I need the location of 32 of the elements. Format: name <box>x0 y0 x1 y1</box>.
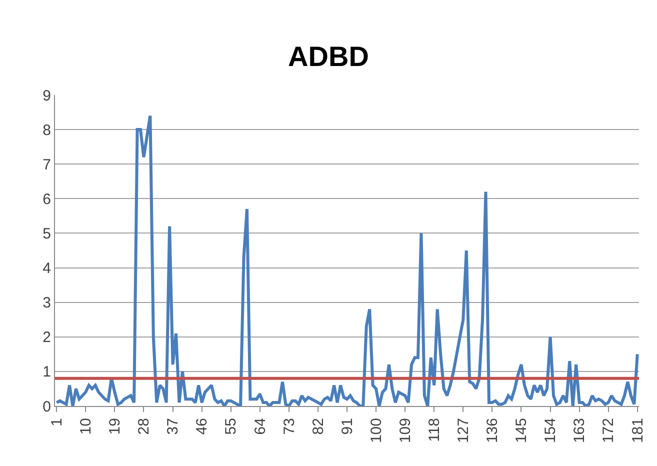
y-tick-label: 3 <box>42 294 51 312</box>
x-tick-label: 172 <box>600 418 618 444</box>
chart-title: ADBD <box>288 41 369 72</box>
y-tick-label: 6 <box>42 190 51 208</box>
x-tick-label: 64 <box>252 418 269 435</box>
x-tick-label: 181 <box>629 418 646 444</box>
y-tick-label: 1 <box>42 364 51 381</box>
x-tick-label: 136 <box>484 418 502 444</box>
y-tick-label: 4 <box>42 260 51 278</box>
x-tick-label: 73 <box>280 418 298 435</box>
y-tick-label: 5 <box>42 225 51 242</box>
x-tick-label: 28 <box>136 418 153 435</box>
x-tick-label: 82 <box>310 418 327 435</box>
x-tick-label: 10 <box>78 418 95 435</box>
y-tick-label: 7 <box>42 156 51 174</box>
x-tick-label: 19 <box>106 418 124 435</box>
x-tick-label: 163 <box>571 418 588 444</box>
x-tick-label: 118 <box>426 418 443 442</box>
x-tick-label: 1 <box>48 418 66 426</box>
x-tick-label: 100 <box>368 418 385 444</box>
y-tick-label: 9 <box>42 87 51 104</box>
x-tick-label: 154 <box>542 418 560 444</box>
x-tick-label: 37 <box>164 418 182 435</box>
x-tick-label: 109 <box>396 418 414 444</box>
y-tick-label: 2 <box>42 329 51 346</box>
x-tick-label: 145 <box>513 418 530 444</box>
x-tick-label: 46 <box>194 418 211 435</box>
y-tick-label: 8 <box>42 122 51 139</box>
y-tick-label: 0 <box>42 398 51 416</box>
x-tick-label: 127 <box>455 418 472 444</box>
x-tick-label: 91 <box>338 418 356 435</box>
x-tick-label: 55 <box>222 418 240 435</box>
